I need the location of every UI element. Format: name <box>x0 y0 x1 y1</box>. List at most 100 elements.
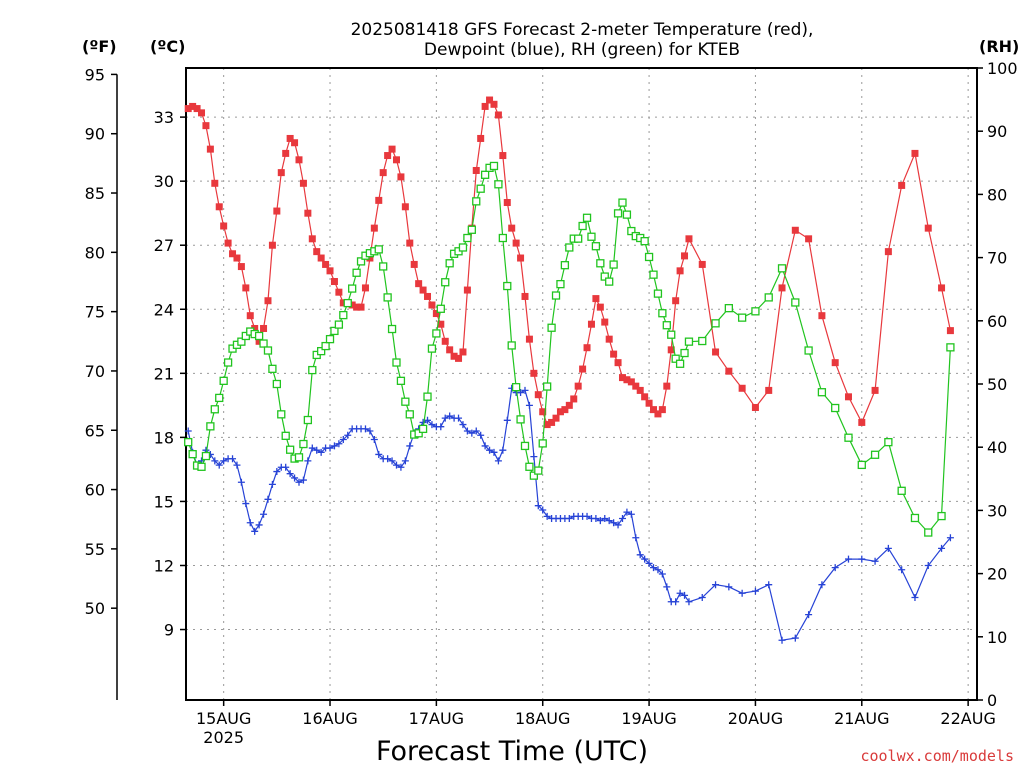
rh-point <box>432 329 441 338</box>
dewpoint-point <box>499 446 507 454</box>
rh-point <box>924 528 933 537</box>
temperature-point <box>924 224 932 232</box>
temperature-point <box>938 284 946 292</box>
temperature-point <box>911 149 919 157</box>
rh-point <box>259 339 268 348</box>
dewpoint-point <box>521 386 529 394</box>
temperature-point <box>525 335 533 343</box>
temperature-point <box>437 320 445 328</box>
dewpoint-point <box>291 474 299 482</box>
dewpoint-point <box>658 570 666 578</box>
dewpoint-point <box>645 559 653 567</box>
dewpoint-point <box>295 478 303 486</box>
rh-point <box>436 304 445 313</box>
temperature-point <box>361 284 369 292</box>
temperature-point <box>610 350 618 358</box>
temperature-point <box>561 406 569 414</box>
dewpoint-point <box>738 589 746 597</box>
temperature-point <box>282 149 290 157</box>
temperature-point <box>255 337 263 345</box>
fahrenheit-tick-label: 75 <box>85 303 105 322</box>
rh-point <box>272 379 281 389</box>
dewpoint-point <box>641 555 649 563</box>
rh-point <box>498 233 507 243</box>
dewpoint-point <box>592 515 600 523</box>
temperature-point <box>415 280 423 288</box>
dewpoint-point <box>672 598 680 606</box>
temperature-point <box>384 152 392 160</box>
rh-point <box>791 298 800 307</box>
temperature-point <box>450 352 458 360</box>
rh-point <box>379 262 388 271</box>
temperature-point <box>494 111 502 119</box>
rh-point <box>560 261 570 270</box>
dewpoint-point <box>494 457 502 465</box>
temperature-point <box>503 199 511 207</box>
dewpoint-point <box>565 515 573 523</box>
series-temperature <box>184 96 954 429</box>
dewpoint-point <box>636 551 644 559</box>
rh-point <box>303 415 313 425</box>
rh-point <box>658 309 667 318</box>
dewpoint-point <box>685 598 693 606</box>
temperature-point <box>844 393 852 401</box>
x-tick-label: 15AUG <box>196 709 251 728</box>
dewpoint-point <box>397 463 405 471</box>
rh-point <box>401 397 410 406</box>
rh-point <box>285 445 295 454</box>
dewpoint-point <box>472 427 480 435</box>
temperature-point <box>623 376 631 384</box>
rh-tick-label: 60 <box>987 312 1007 331</box>
x-tick-label: 20AUG <box>728 709 783 728</box>
series-dewpoint <box>184 384 954 644</box>
dewpoint-point <box>268 480 276 488</box>
dewpoint-point <box>455 414 463 422</box>
rh-point <box>396 376 406 385</box>
rh-point <box>325 334 335 344</box>
rh-point <box>392 358 401 367</box>
rh-point <box>680 348 689 358</box>
rh-point <box>206 422 215 431</box>
celsius-tick-label: 30 <box>154 172 174 191</box>
rh-point <box>197 462 206 471</box>
temperature-point <box>818 312 826 320</box>
dewpoint-point <box>898 566 906 574</box>
grid-lines <box>186 68 977 700</box>
dewpoint-line <box>187 387 951 641</box>
temperature-point <box>388 145 396 153</box>
temperature-point <box>791 226 799 234</box>
rh-point <box>671 354 680 363</box>
rh-point <box>383 293 392 302</box>
dewpoint-point <box>632 534 640 542</box>
dewpoint-point <box>858 555 866 563</box>
temperature-point <box>587 320 595 328</box>
temperature-point <box>330 278 338 286</box>
rh-point <box>520 441 530 451</box>
temperature-point <box>556 408 564 416</box>
temperature-point <box>946 327 954 335</box>
temperature-point <box>322 260 330 268</box>
rh-point <box>445 259 454 268</box>
fahrenheit-tick-label: 65 <box>85 421 105 440</box>
rh-point <box>330 326 339 336</box>
temperature-point <box>277 169 285 177</box>
temperature-point <box>233 254 241 262</box>
dewpoint-point <box>264 495 272 503</box>
dewpoint-point <box>534 502 542 510</box>
dewpoint-point <box>623 508 631 516</box>
dewpoint-point <box>251 527 259 535</box>
rh-point <box>321 341 330 351</box>
dewpoint-point <box>778 636 786 644</box>
temperature-point <box>676 267 684 275</box>
rh-point <box>622 210 632 219</box>
temperature-point <box>805 235 813 243</box>
rh-point <box>857 460 866 470</box>
celsius-unit-label: (ºC) <box>150 37 185 56</box>
rh-tick-label: 0 <box>987 691 997 710</box>
rh-point <box>210 405 219 414</box>
temperature-point <box>455 354 463 362</box>
temperature-point <box>751 403 759 411</box>
rh-point <box>777 264 787 273</box>
rh-point <box>343 298 352 308</box>
temperature-point <box>348 301 356 309</box>
